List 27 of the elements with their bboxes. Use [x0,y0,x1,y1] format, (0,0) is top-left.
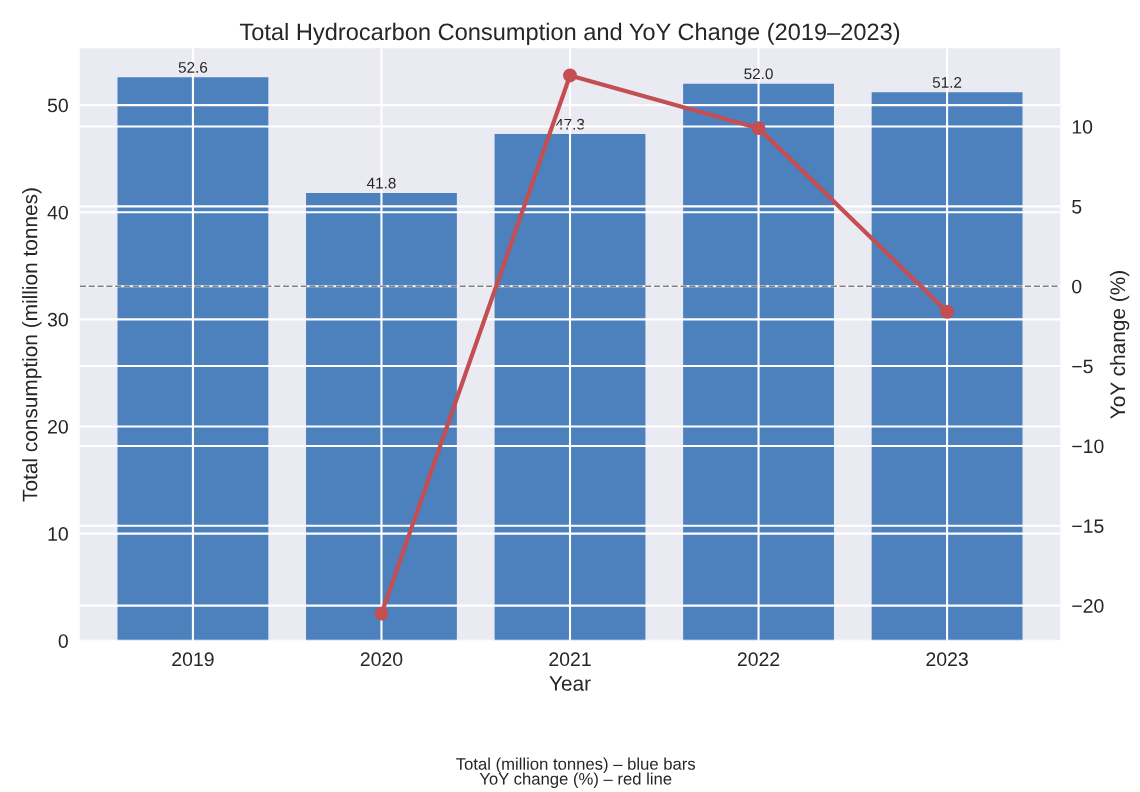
data-label: 52.0 [744,68,773,80]
y-tick-label: 10 [48,527,68,541]
y2-tick-label: 0 [1072,279,1082,294]
x-tick-label: 2022 [737,652,780,667]
x-axis-title: Year [549,676,591,691]
data-label: 41.8 [366,177,396,189]
chart-title: Total Hydrocarbon Consumption and YoY Change (2019–2023) [239,22,900,45]
y2-tick-label: −15 [1072,519,1104,533]
x-tick-label: 2020 [360,652,403,667]
y2-tick-label: 5 [1072,200,1082,214]
y2-tick-label: −20 [1072,599,1104,613]
text: Total (million tonnes) – blue bars YoY change (%) – red line [456,757,696,789]
x-tick-label: 2019 [172,652,214,667]
y2-tick-label: −5 [1072,359,1093,374]
y-axis-title: Total consumption (million tonnes) [22,188,42,502]
x-tick-label: 2023 [926,652,968,667]
y-tick-label: 0 [58,634,68,648]
y2-tick-label: −10 [1072,439,1104,454]
y-tick-label: 50 [47,98,68,113]
data-label: 52.6 [178,62,208,73]
y-tick-label: 30 [47,312,68,327]
y-tick-label: 20 [48,419,68,434]
x-tick-label: 2021 [549,652,591,667]
data-label: 51.2 [932,77,962,88]
y2-axis-title: YoY change (%) [1109,271,1130,419]
y-tick-label: 40 [47,205,68,220]
y2-tick-label: 10 [1072,120,1093,134]
